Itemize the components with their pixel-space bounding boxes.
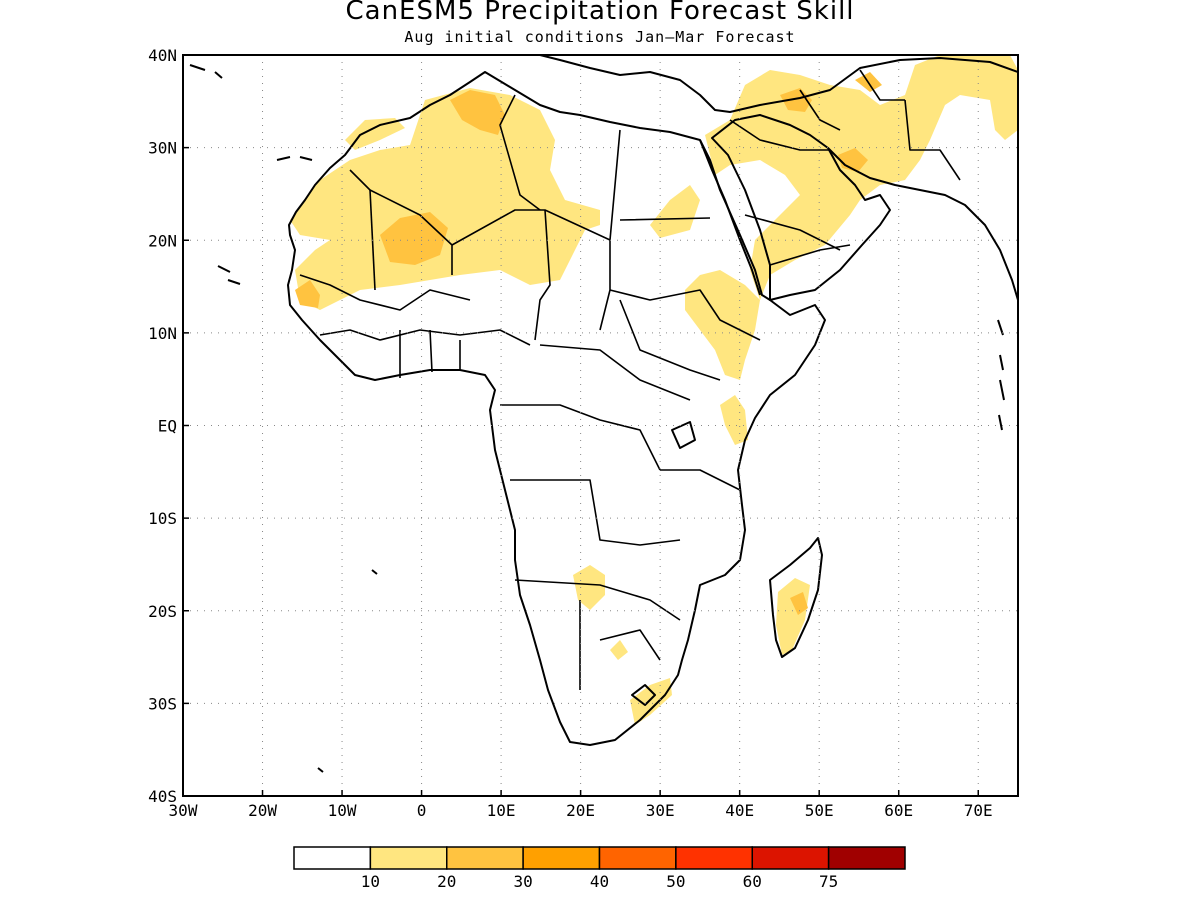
ethiopia-skill-area [685, 270, 760, 380]
lon-tick-label: 70E [964, 801, 993, 820]
southern-africa-skill-area-1 [573, 565, 605, 610]
arabia-skill-area [705, 55, 1018, 300]
lat-tick-label: 20N [148, 231, 177, 250]
nile-skill-area [650, 185, 700, 238]
north-coast-skill-area [345, 118, 405, 150]
skill-shading-layer [290, 55, 1018, 725]
sahara-skill-core-2 [450, 90, 505, 135]
southern-africa-skill-area-2 [610, 640, 628, 660]
lat-tick-label: 20S [148, 602, 177, 621]
atlantic-islands [189, 64, 378, 773]
lon-tick-label: 0 [417, 801, 427, 820]
sahara-skill-area [290, 88, 600, 310]
lon-tick-label: 60E [884, 801, 913, 820]
africa-coastline [287, 71, 826, 746]
lat-tick-label: 10S [148, 509, 177, 528]
lon-tick-label: 30E [646, 801, 675, 820]
colorbar-swatch [446, 846, 524, 870]
southern-africa-skill-area-3 [630, 678, 672, 725]
lat-tick-label: 40S [148, 787, 177, 806]
west-coast-skill-core [295, 280, 320, 308]
country-borders [299, 69, 961, 690]
colorbar-label: 10 [361, 872, 380, 891]
lesotho [631, 684, 656, 706]
colorbar-swatch [827, 846, 906, 870]
asia-coastline [827, 147, 1018, 301]
coastlines-and-borders [189, 55, 1018, 773]
mediterranean-north-coast [539, 55, 1018, 113]
colorbar-swatch [369, 846, 448, 870]
map-title: CanESM5 Precipitation Forecast Skill [345, 0, 855, 26]
red-sea-west-coast [699, 139, 761, 296]
colorbar-swatch [522, 846, 601, 870]
arabia-skill-core-1 [780, 88, 812, 112]
colorbar-label: 40 [590, 872, 609, 891]
lat-tick-label: 30S [148, 694, 177, 713]
lat-tick-label: EQ [158, 417, 177, 436]
madagascar-skill-core [790, 592, 808, 615]
madagascar-coastline [769, 537, 823, 658]
map-subtitle: Aug initial conditions Jan–Mar Forecast [404, 28, 796, 46]
sri-lanka-and-islands [997, 319, 1005, 431]
lon-tick-label: 10W [328, 801, 357, 820]
colorbar-label: 75 [819, 872, 838, 891]
map-axes: 30W 20W 10W 0 10E 20E 30E 40E 50E 60E 70E 40N 30N 20N… [148, 46, 993, 820]
colorbar-label: 20 [437, 872, 456, 891]
lon-tick-label: 20E [566, 801, 595, 820]
colorbar-swatch [293, 846, 372, 870]
arabian-peninsula-coastline [711, 114, 891, 301]
lon-tick-label: 30W [169, 801, 198, 820]
lon-tick-label: 10E [487, 801, 516, 820]
east-africa-skill-area [720, 395, 748, 445]
lon-tick-label: 40E [725, 801, 754, 820]
colorbar-swatch [751, 846, 830, 870]
lake-victoria [671, 421, 696, 449]
lat-tick-label: 30N [148, 139, 177, 158]
lat-tick-label: 40N [148, 46, 177, 65]
lat-tick-label: 10N [148, 324, 177, 343]
colorbar: 10 20 30 40 50 60 75 [293, 846, 906, 891]
colorbar-label: 50 [666, 872, 685, 891]
colorbar-label: 30 [513, 872, 532, 891]
madagascar-skill-area [776, 578, 810, 655]
lon-tick-label: 50E [805, 801, 834, 820]
lon-tick-label: 20W [248, 801, 277, 820]
colorbar-swatch [675, 846, 753, 870]
colorbar-swatch [598, 846, 677, 870]
colorbar-label: 60 [743, 872, 762, 891]
